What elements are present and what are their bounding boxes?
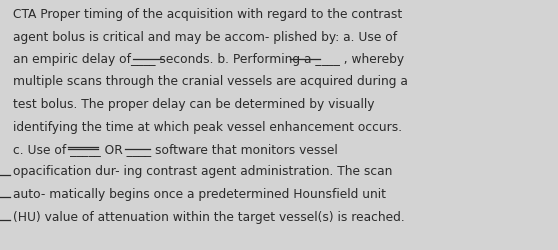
Text: identifying the time at which peak vessel enhancement occurs.: identifying the time at which peak vesse… — [13, 120, 402, 133]
Text: agent bolus is critical and may be accom- plished by: a. Use of: agent bolus is critical and may be accom… — [13, 30, 397, 43]
Text: multiple scans through the cranial vessels are acquired during a: multiple scans through the cranial vesse… — [13, 75, 408, 88]
Text: test bolus. The proper delay can be determined by visually: test bolus. The proper delay can be dete… — [13, 98, 374, 110]
Text: auto- matically begins once a predetermined Hounsfield unit: auto- matically begins once a predetermi… — [13, 187, 386, 200]
Text: CTA Proper timing of the acquisition with regard to the contrast: CTA Proper timing of the acquisition wit… — [13, 8, 402, 21]
Text: opacification dur- ing contrast agent administration. The scan: opacification dur- ing contrast agent ad… — [13, 165, 392, 178]
Text: an empiric delay of____ seconds. b. Performing a ____ , whereby: an empiric delay of____ seconds. b. Perf… — [13, 53, 404, 66]
Text: c. Use of _____ OR ____ software that monitors vessel: c. Use of _____ OR ____ software that mo… — [13, 142, 338, 156]
Text: (HU) value of attenuation within the target vessel(s) is reached.: (HU) value of attenuation within the tar… — [13, 210, 405, 222]
